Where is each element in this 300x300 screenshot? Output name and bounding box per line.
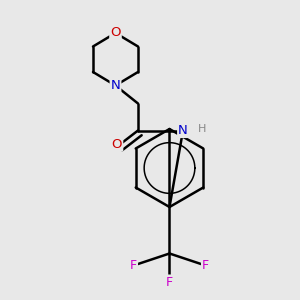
Text: N: N — [178, 124, 188, 137]
Text: H: H — [198, 124, 207, 134]
Text: F: F — [130, 259, 137, 272]
Text: F: F — [166, 275, 173, 289]
Text: F: F — [202, 259, 209, 272]
Text: N: N — [111, 79, 120, 92]
Text: O: O — [112, 137, 122, 151]
Text: O: O — [110, 26, 121, 40]
